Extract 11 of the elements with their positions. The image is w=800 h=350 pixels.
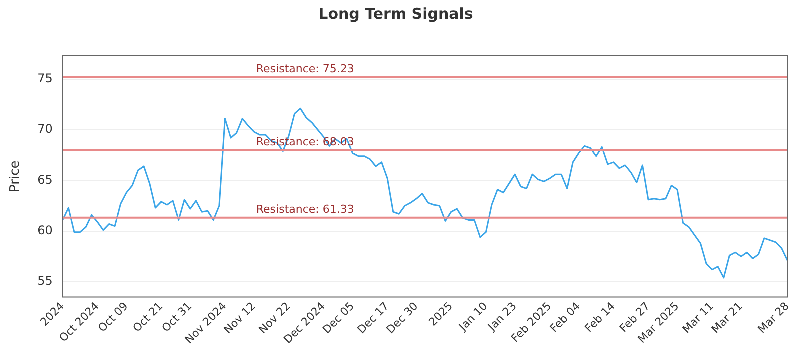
y-axis-title: Price <box>8 160 24 192</box>
x-tick-label: Mar 28 <box>756 300 792 336</box>
y-tick-label: 75 <box>38 71 53 86</box>
y-tick-label: 55 <box>38 274 53 288</box>
y-tick-label: 60 <box>38 223 53 238</box>
x-tick-label: Feb 14 <box>582 300 618 336</box>
y-tick-label: 65 <box>38 172 53 187</box>
ref-line-label: Resistance: 61.33 <box>256 203 354 216</box>
ref-line-label: Resistance: 75.23 <box>256 62 354 76</box>
y-tick-label: 70 <box>38 122 53 136</box>
chart-title: Long Term Signals <box>318 4 474 23</box>
